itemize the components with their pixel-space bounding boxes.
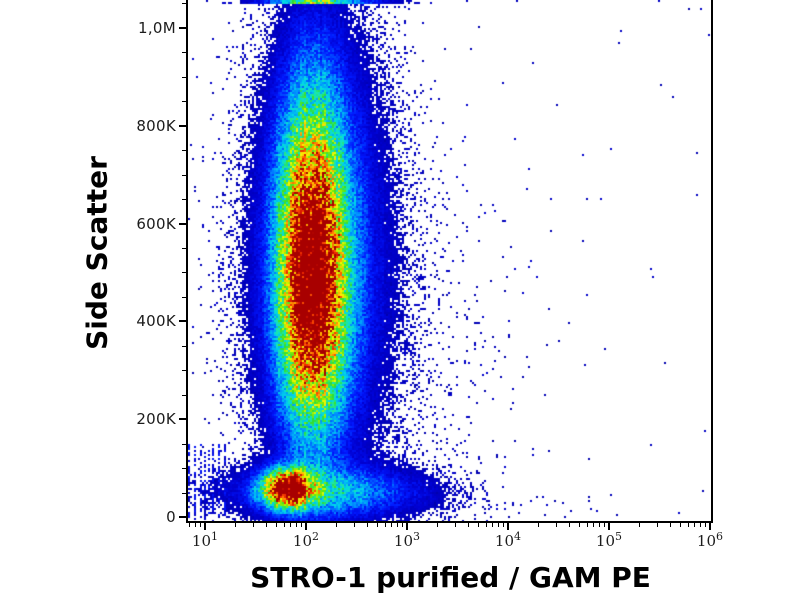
y-tick-label: 400K: [136, 312, 176, 331]
x-minor-tick: [669, 523, 671, 527]
x-tick-label: 103: [393, 530, 421, 550]
x-minor-tick: [296, 523, 298, 527]
x-minor-tick: [384, 523, 386, 527]
y-minor-tick: [182, 76, 186, 78]
x-minor-tick: [283, 523, 285, 527]
x-minor-tick: [189, 523, 191, 527]
x-minor-tick: [604, 523, 606, 527]
x-minor-tick: [200, 523, 202, 527]
y-tick-label: 1,0M: [138, 18, 176, 37]
y-tick-label: 600K: [136, 214, 176, 233]
x-minor-tick: [391, 523, 393, 527]
y-minor-tick: [182, 150, 186, 152]
y-axis-title: Side Scatter: [80, 156, 114, 350]
y-minor-tick: [182, 443, 186, 445]
y-major-tick: [179, 124, 186, 127]
y-major-tick: [179, 222, 186, 225]
x-minor-tick: [657, 523, 659, 527]
x-axis-line: [186, 521, 713, 523]
x-minor-tick: [586, 523, 588, 527]
x-major-tick: [607, 523, 610, 530]
y-minor-tick: [182, 248, 186, 250]
x-minor-tick: [498, 523, 500, 527]
x-tick-label: 104: [494, 530, 522, 550]
y-minor-tick: [182, 394, 186, 396]
x-minor-tick: [354, 523, 356, 527]
x-minor-tick: [492, 523, 494, 527]
y-minor-tick: [182, 296, 186, 298]
x-minor-tick: [568, 523, 570, 527]
x-minor-tick: [694, 523, 696, 527]
x-minor-tick: [687, 523, 689, 527]
x-minor-tick: [679, 523, 681, 527]
x-tick-label: 101: [191, 530, 218, 550]
y-minor-tick: [182, 272, 186, 274]
x-major-tick: [203, 523, 206, 530]
y-major-tick: [179, 26, 186, 29]
x-minor-tick: [485, 523, 487, 527]
x-minor-tick: [477, 523, 479, 527]
x-tick-label: 102: [292, 530, 319, 550]
x-minor-tick: [275, 523, 277, 527]
y-tick-label: 800K: [136, 116, 176, 135]
y-tick-label: 200K: [136, 410, 176, 429]
x-minor-tick: [455, 523, 457, 527]
y-major-tick: [179, 320, 186, 323]
x-minor-tick: [253, 523, 255, 527]
x-minor-tick: [235, 523, 237, 527]
y-minor-tick: [182, 101, 186, 103]
y-tick-label: 0: [166, 508, 176, 527]
y-minor-tick: [182, 199, 186, 201]
x-major-tick: [304, 523, 307, 530]
x-minor-tick: [556, 523, 558, 527]
y-minor-tick: [182, 3, 186, 5]
x-minor-tick: [599, 523, 601, 527]
x-major-tick: [405, 523, 408, 530]
x-major-tick: [506, 523, 509, 530]
x-tick-label: 105: [595, 530, 623, 550]
right-axis-line: [711, 0, 713, 523]
y-minor-tick: [182, 370, 186, 372]
x-minor-tick: [705, 523, 707, 527]
x-minor-tick: [593, 523, 595, 527]
x-minor-tick: [195, 523, 197, 527]
y-minor-tick: [182, 174, 186, 176]
x-minor-tick: [467, 523, 469, 527]
y-major-tick: [179, 418, 186, 421]
y-major-tick: [179, 516, 186, 519]
x-minor-tick: [290, 523, 292, 527]
x-minor-tick: [503, 523, 505, 527]
x-minor-tick: [402, 523, 404, 527]
x-minor-tick: [301, 523, 303, 527]
x-axis-title: STRO-1 purified / GAM PE: [250, 561, 651, 594]
x-minor-tick: [397, 523, 399, 527]
x-minor-tick: [700, 523, 702, 527]
x-minor-tick: [437, 523, 439, 527]
x-minor-tick: [538, 523, 540, 527]
x-minor-tick: [336, 523, 338, 527]
x-tick-label: 106: [696, 530, 724, 550]
y-minor-tick: [182, 52, 186, 54]
y-axis-line: [186, 0, 188, 523]
x-minor-tick: [639, 523, 641, 527]
y-minor-tick: [182, 345, 186, 347]
x-major-tick: [708, 523, 711, 530]
x-minor-tick: [578, 523, 580, 527]
y-minor-tick: [182, 468, 186, 470]
y-minor-tick: [182, 492, 186, 494]
density-plot-canvas: [188, 0, 713, 522]
x-minor-tick: [265, 523, 267, 527]
x-minor-tick: [366, 523, 368, 527]
x-minor-tick: [376, 523, 378, 527]
